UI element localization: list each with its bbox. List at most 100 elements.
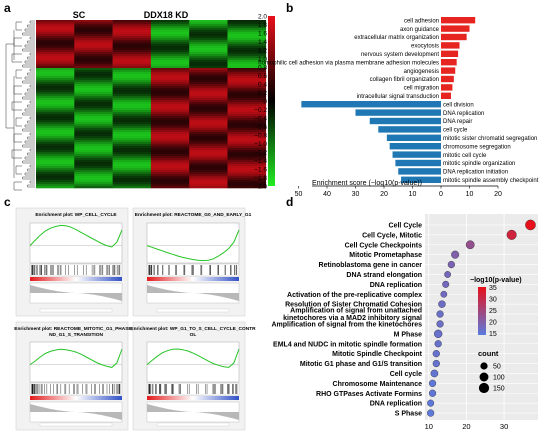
term-label: intracellular signal transduction xyxy=(357,94,439,100)
heatmap-cell xyxy=(36,76,75,79)
heatmap-cell xyxy=(189,72,228,75)
heatmap-cell xyxy=(74,158,113,161)
gsea-legend xyxy=(156,422,230,427)
term-label: Cell Cycle, Mitotic xyxy=(362,232,422,239)
heatmap-cell xyxy=(112,160,152,163)
hits-panel xyxy=(29,382,123,396)
heatmap-cell xyxy=(189,84,228,87)
heatmap-cell xyxy=(74,124,113,127)
heatmap-cell xyxy=(150,66,190,69)
heatmap-cell xyxy=(74,40,113,43)
gsea-plot: Enrichment plot: WP_G1_TO_S_CELL_CYCLE_C… xyxy=(130,321,256,431)
heatmap-cell xyxy=(112,130,152,133)
term-dot xyxy=(436,310,444,318)
heatmap-cell xyxy=(150,144,190,147)
heatmap-cell xyxy=(112,72,152,75)
heatmap-cell xyxy=(112,82,152,85)
heatmap-cell xyxy=(227,100,267,103)
heatmap-cell xyxy=(227,102,267,105)
heatmap-cell xyxy=(150,74,190,77)
down-bar xyxy=(301,101,441,108)
colorbar-tick-label: −0.8 xyxy=(254,132,267,139)
es-panel xyxy=(29,341,123,383)
heatmap-cell xyxy=(189,114,228,117)
heatmap-cell xyxy=(112,158,152,161)
term-label: DNA replication initiation xyxy=(443,170,508,176)
heatmap-cell xyxy=(150,72,190,75)
heatmap-cell xyxy=(112,58,152,61)
term-dot xyxy=(442,280,450,288)
heatmap-cell xyxy=(74,120,113,123)
heatmap-cell xyxy=(112,84,152,87)
rank-bar xyxy=(147,277,239,281)
heatmap-cell xyxy=(112,92,152,95)
heatmap-cell xyxy=(189,164,228,167)
heatmap-cell xyxy=(36,110,75,113)
heatmap-cell xyxy=(227,162,267,165)
heatmap-cell xyxy=(150,62,190,65)
heatmap-cell xyxy=(189,30,228,33)
colorbar-bar xyxy=(268,16,275,186)
heatmap-cell xyxy=(150,142,190,145)
legend-size-dot xyxy=(480,362,488,370)
heatmap-cell xyxy=(112,52,152,55)
heatmap-cell xyxy=(227,180,267,183)
heatmap-cell xyxy=(36,20,75,23)
heatmap-cell xyxy=(189,152,228,155)
up-bar xyxy=(441,33,467,41)
heatmap-cell xyxy=(150,160,190,163)
heatmap-cell xyxy=(112,110,152,113)
heatmap-cell xyxy=(36,80,75,83)
term-label: DNA replication xyxy=(443,111,484,117)
heatmap-cell xyxy=(189,184,228,187)
legend-colorbar xyxy=(478,287,486,335)
heatmap-cell xyxy=(74,160,113,163)
heatmap-cell xyxy=(189,126,228,129)
heatmap-cell xyxy=(74,118,113,121)
heatmap-cell xyxy=(189,102,228,105)
heatmap-cell xyxy=(150,128,190,131)
heatmap-cell xyxy=(150,26,190,29)
term-dot xyxy=(432,359,440,368)
heatmap-cell xyxy=(189,22,228,25)
colorbar-tick-label: 1.8 xyxy=(258,22,267,29)
heatmap-cell xyxy=(112,70,152,73)
heatmap-cell xyxy=(189,160,228,163)
heatmap-cell xyxy=(227,176,267,179)
heatmap-cell xyxy=(150,136,190,139)
heatmap-cell xyxy=(150,64,190,67)
gsea-plot: Enrichment plot: REACTOME_G0_AND_EARLY_G… xyxy=(132,207,252,317)
heatmap-cell xyxy=(36,154,75,157)
metric-area xyxy=(147,285,239,301)
heatmap-cell xyxy=(112,114,152,117)
heatmap-cell xyxy=(189,88,228,91)
heatmap-cell xyxy=(227,84,267,87)
heatmap-cell xyxy=(112,166,152,169)
heatmap-cell xyxy=(150,132,190,135)
heatmap-cell xyxy=(227,76,267,79)
up-bar xyxy=(441,84,453,91)
heatmap-cell xyxy=(74,58,113,61)
heatmap-cell xyxy=(36,122,75,125)
heatmap-cell xyxy=(36,112,75,115)
term-dot xyxy=(427,409,435,417)
heatmap-cell xyxy=(112,132,152,135)
heatmap-cell xyxy=(74,42,113,45)
heatmap-cell xyxy=(36,74,75,77)
heatmap-cell xyxy=(150,92,190,95)
term-dot xyxy=(434,340,442,348)
heatmap-cell xyxy=(150,38,190,41)
heatmap-cell xyxy=(36,132,75,135)
panel-a: a SC DDX18 KD 2.01.81.61.41.21.00.80.60.… xyxy=(4,1,275,190)
heatmap-cell xyxy=(227,168,267,171)
heatmap-cell xyxy=(150,58,190,61)
heatmap-cell xyxy=(74,22,113,25)
heatmap-cell xyxy=(150,50,190,53)
rank-bar xyxy=(30,277,122,281)
heatmap-cell xyxy=(112,124,152,127)
heatmap-cell xyxy=(150,150,190,153)
colorbar-tick-label: 0.6 xyxy=(258,73,267,80)
heatmap-cell xyxy=(150,172,190,175)
group-label-kd: DDX18 KD xyxy=(144,10,189,20)
heatmap-cell xyxy=(227,94,267,97)
